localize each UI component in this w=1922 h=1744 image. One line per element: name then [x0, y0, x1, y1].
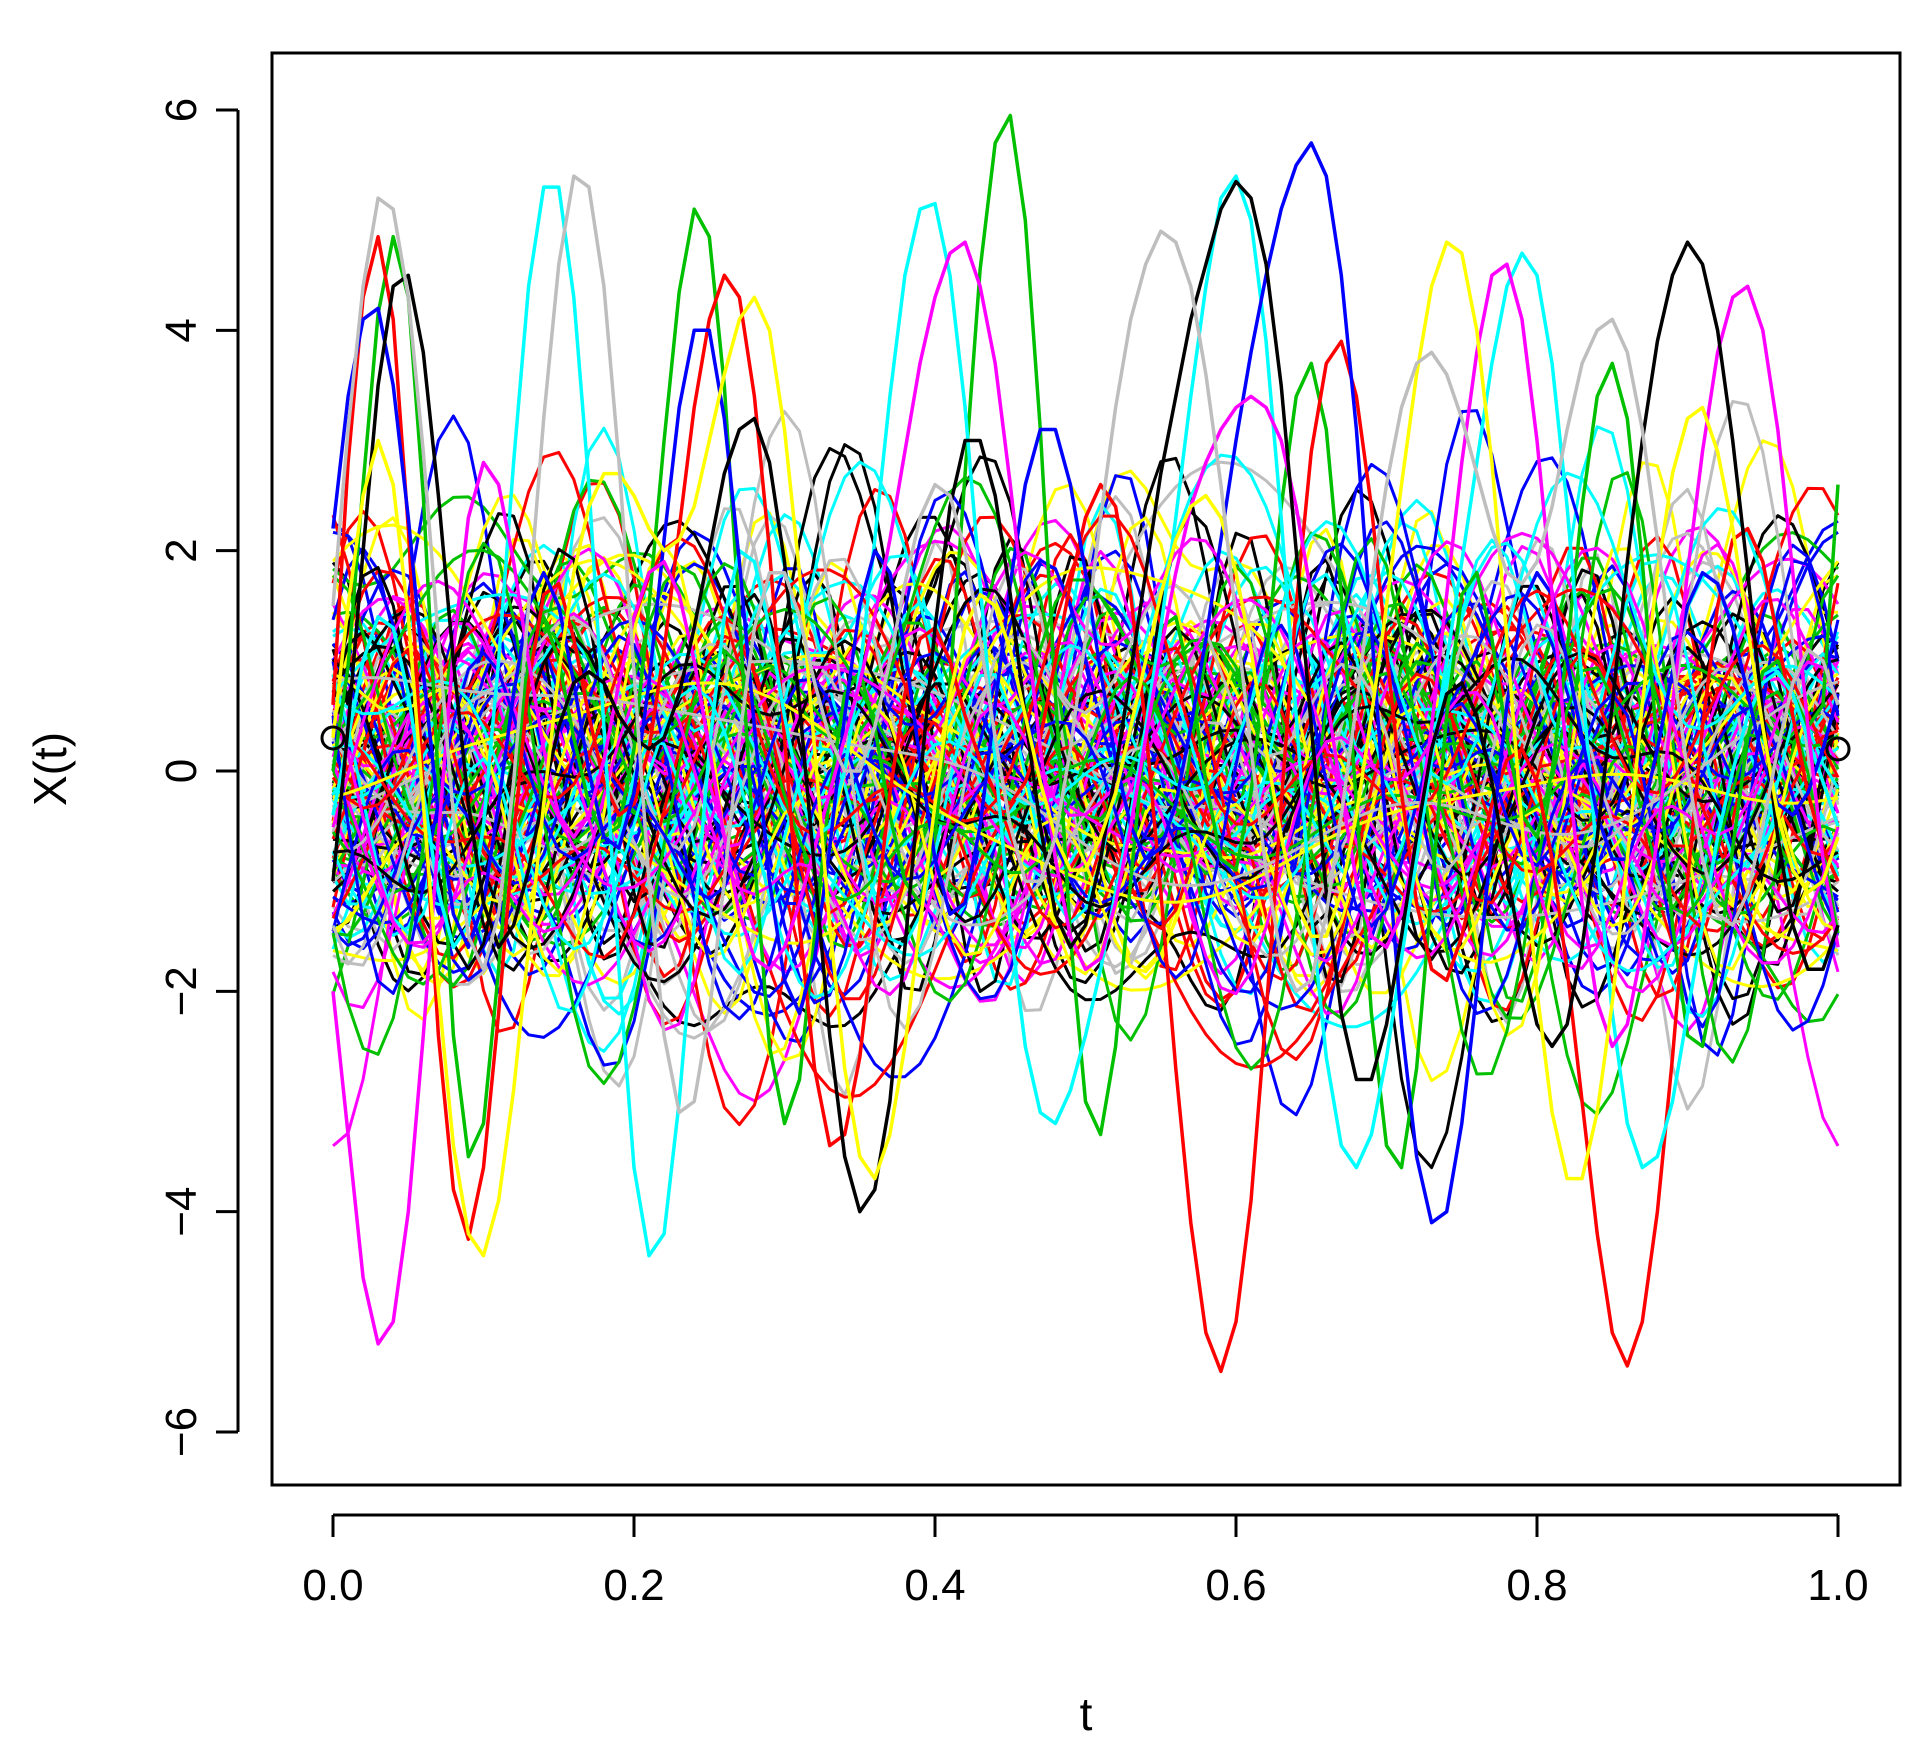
curve-background [332, 471, 1839, 999]
x-tick-label: 0.4 [904, 1561, 965, 1610]
y-tick-label: 2 [157, 538, 206, 562]
x-tick-label: 0.0 [302, 1561, 363, 1610]
curve-background [331, 568, 1840, 976]
series-line-0 [331, 113, 1840, 1170]
endpoint-marker-1 [1825, 736, 1851, 762]
x-tick-label: 0.6 [1205, 1561, 1266, 1610]
series-line-7 [331, 174, 1840, 1115]
y-tick-label: −4 [157, 1187, 206, 1237]
curve-background [331, 660, 1840, 996]
y-tick-label: −2 [157, 966, 206, 1016]
plot-frame [270, 51, 1902, 1487]
y-tick-label: 4 [157, 318, 206, 342]
curve-background [331, 540, 1840, 950]
curve-background [331, 443, 1840, 966]
x-tick-label: 0.8 [1506, 1561, 1567, 1610]
markers-layer [320, 725, 1851, 762]
y-tick-label: 0 [157, 759, 206, 783]
x-axis: 0.0 0.2 0.4 0.6 0.8 1.0 [302, 1513, 1869, 1610]
y-axis: −6 −4 −2 0 2 4 6 [157, 98, 240, 1457]
endpoint-marker-0 [320, 725, 346, 751]
series-line-1 [331, 234, 1840, 1374]
curves-layer [331, 113, 1840, 1374]
series-line-6 [331, 240, 1840, 1258]
x-axis-title: t [1080, 1688, 1093, 1740]
curve-background [331, 514, 1840, 838]
curve-background [332, 653, 1839, 963]
curve-background [332, 681, 1839, 904]
series-line-2 [331, 174, 1840, 1258]
series-line-4 [331, 240, 1840, 1346]
curve-background [331, 547, 1840, 971]
curve-background [332, 543, 1839, 1056]
x-tick-label: 0.2 [603, 1561, 664, 1610]
curve-background [331, 537, 1840, 1085]
series-line-5 [331, 179, 1840, 1214]
y-tick-label: 6 [157, 98, 206, 122]
x-tick-label: 1.0 [1807, 1561, 1868, 1610]
curve-background [331, 635, 1839, 947]
y-tick-label: −6 [157, 1407, 206, 1457]
y-axis-title: X(t) [24, 732, 76, 806]
series-line-3 [331, 141, 1840, 1225]
